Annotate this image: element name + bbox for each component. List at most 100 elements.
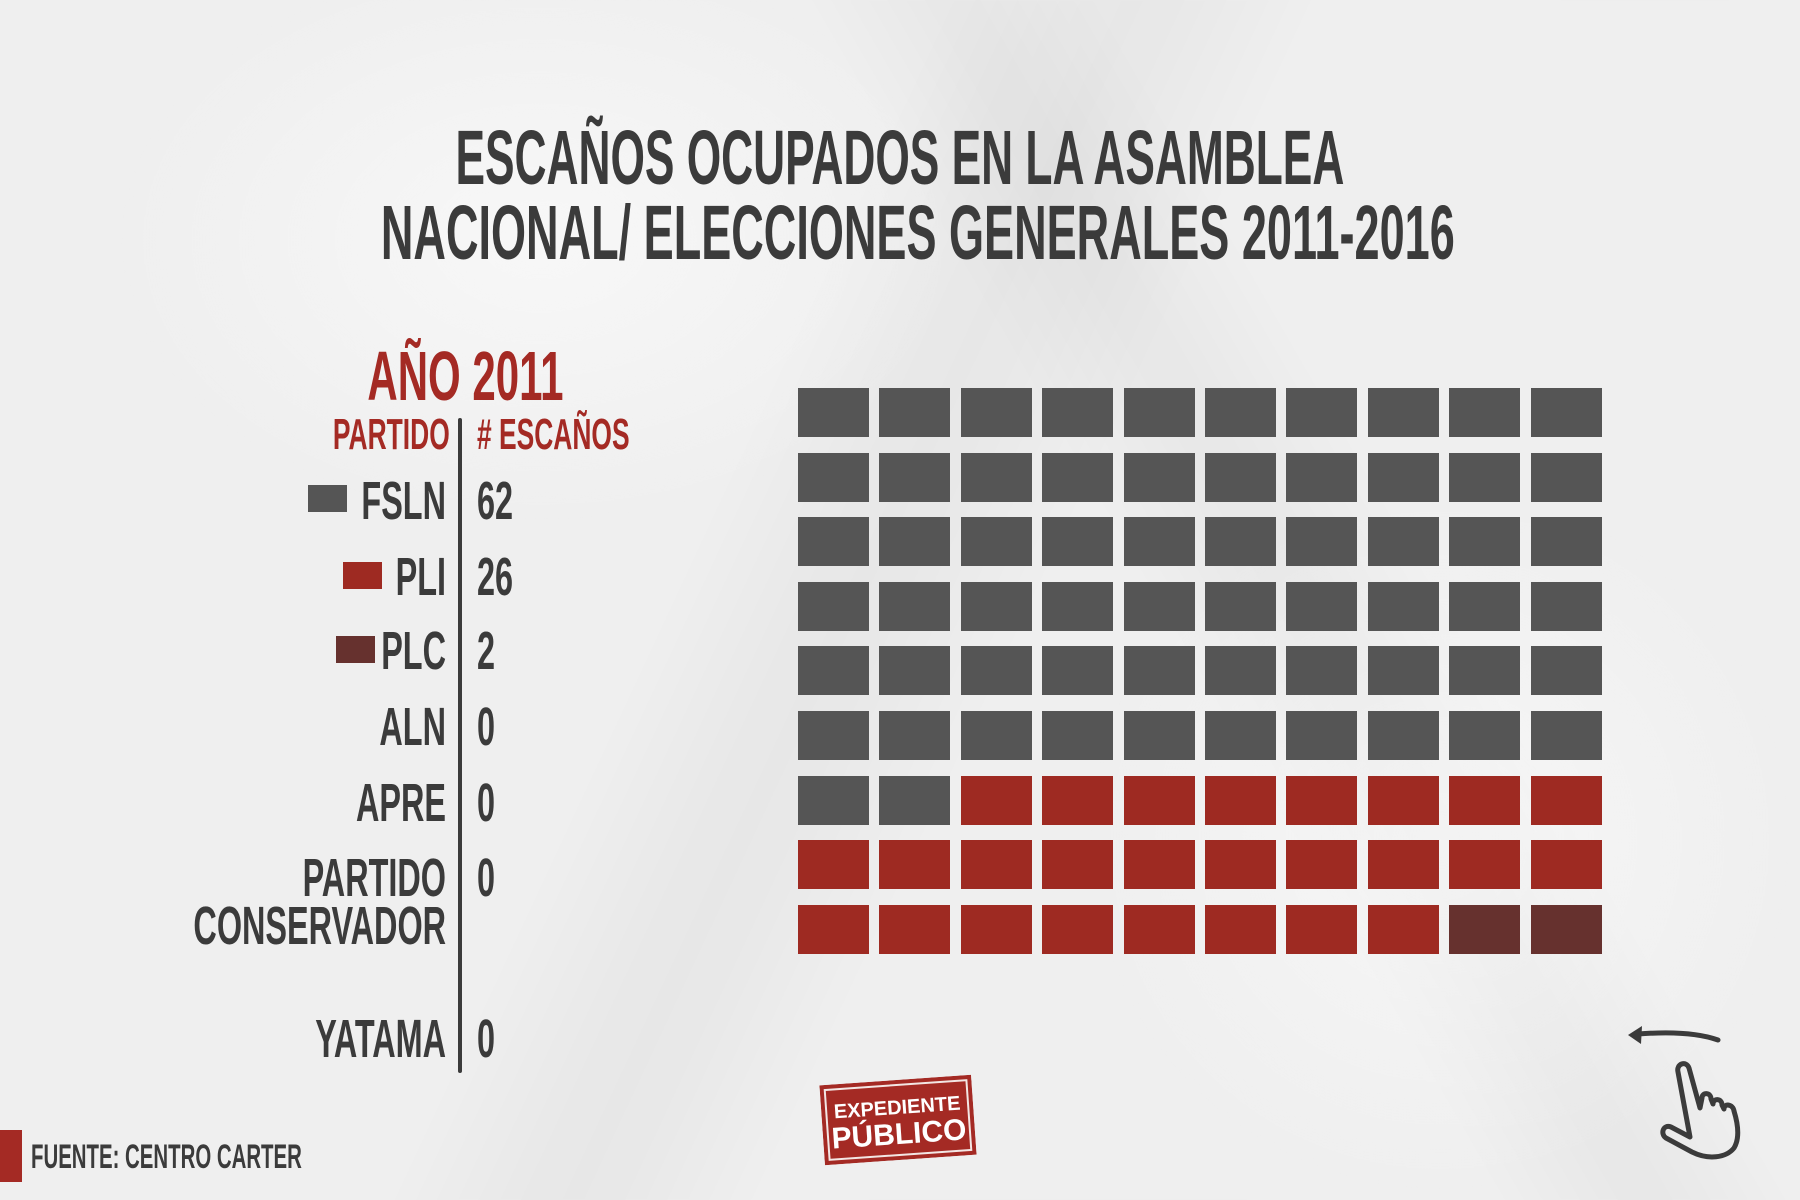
seat-cell-pli	[1042, 905, 1113, 954]
seat-cell-fsln	[1124, 453, 1195, 502]
seat-cell-pli	[1042, 776, 1113, 825]
seat-cell-pli	[798, 905, 869, 954]
seat-cell-fsln	[1531, 517, 1602, 566]
seat-cell-pli	[1124, 776, 1195, 825]
seat-cell-fsln	[1449, 388, 1520, 437]
seat-cell-fsln	[879, 711, 950, 760]
seat-cell-pli	[961, 776, 1032, 825]
title-text-1: ESCAÑOS OCUPADOS EN LA ASAMBLEA	[455, 115, 1345, 201]
legend-value: 62	[477, 474, 537, 528]
source-note: FUENTE: CENTRO CARTER	[31, 1140, 482, 1174]
seat-cell-fsln	[961, 646, 1032, 695]
seat-cell-fsln	[798, 711, 869, 760]
seat-cell-fsln	[879, 453, 950, 502]
legend-swatch-fsln	[308, 485, 347, 512]
seat-cell-fsln	[1449, 453, 1520, 502]
seat-cell-fsln	[798, 517, 869, 566]
legend-label: FSLN	[305, 474, 446, 528]
seat-cell-fsln	[1286, 582, 1357, 631]
legend-value: 0	[477, 700, 507, 754]
seat-cell-fsln	[1205, 582, 1276, 631]
seat-cell-pli	[1531, 840, 1602, 889]
seat-cell-fsln	[879, 388, 950, 437]
legend-swatch-pli	[343, 562, 382, 589]
header-seats: # ESCAÑOS	[477, 413, 731, 457]
seat-cell-pli	[1124, 905, 1195, 954]
seat-cell-fsln	[798, 776, 869, 825]
chart-title-line-2: NACIONAL/ ELECCIONES GENERALES 2011-2016	[0, 195, 1800, 272]
seat-cell-fsln	[1368, 453, 1439, 502]
seat-cell-fsln	[1368, 582, 1439, 631]
year-text: AÑO 2011	[366, 337, 564, 415]
seat-cell-pli	[1449, 840, 1520, 889]
seat-cell-pli	[1042, 840, 1113, 889]
year-label: AÑO 2011	[300, 341, 630, 411]
seat-cell-fsln	[798, 582, 869, 631]
seat-cell-fsln	[1531, 388, 1602, 437]
seat-cell-fsln	[1205, 453, 1276, 502]
seat-cell-fsln	[879, 776, 950, 825]
party-name: FSLN	[361, 471, 446, 531]
seat-cell-fsln	[1286, 388, 1357, 437]
party-name: APRE	[355, 773, 446, 833]
seat-cell-fsln	[1124, 517, 1195, 566]
seat-cell-fsln	[1205, 646, 1276, 695]
seat-count: 0	[477, 697, 496, 757]
seat-cell-pli	[1449, 776, 1520, 825]
seat-cell-fsln	[1042, 453, 1113, 502]
party-name: ALN	[379, 697, 446, 757]
seat-cell-pli	[1286, 776, 1357, 825]
seat-cell-fsln	[961, 711, 1032, 760]
seat-count: 26	[477, 547, 514, 607]
seat-cell-fsln	[1042, 582, 1113, 631]
header-party-text: PARTIDO	[333, 410, 450, 459]
seat-cell-fsln	[1042, 711, 1113, 760]
seat-cell-fsln	[1368, 388, 1439, 437]
legend-value: 0	[477, 1012, 507, 1066]
seat-cell-fsln	[798, 646, 869, 695]
seat-cell-fsln	[1124, 582, 1195, 631]
seat-cell-fsln	[1368, 646, 1439, 695]
title-text-2: NACIONAL/ ELECCIONES GENERALES 2011-2016	[380, 190, 1455, 276]
source-accent-bar	[0, 1130, 22, 1182]
seat-cell-pli	[1368, 840, 1439, 889]
seat-cell-fsln	[879, 582, 950, 631]
seat-cell-fsln	[1286, 646, 1357, 695]
seat-cell-pli	[1205, 840, 1276, 889]
header-party: PARTIDO	[255, 413, 450, 457]
seat-cell-plc	[1531, 905, 1602, 954]
legend-label: PLI	[362, 550, 446, 604]
seat-cell-fsln	[798, 388, 869, 437]
seat-cell-fsln	[1124, 388, 1195, 437]
seat-count: 0	[477, 773, 496, 833]
seat-cell-fsln	[961, 453, 1032, 502]
party-name: PARTIDO	[302, 848, 446, 908]
seat-cell-fsln	[1286, 453, 1357, 502]
legend-label: APRE	[296, 776, 446, 830]
seat-cell-pli	[879, 905, 950, 954]
seat-cell-plc	[1449, 905, 1520, 954]
party-name: PLI	[395, 547, 446, 607]
header-seats-text: # ESCAÑOS	[477, 410, 630, 459]
seat-cell-fsln	[1368, 517, 1439, 566]
legend-label: PLC	[338, 624, 446, 678]
legend-swatch-plc	[336, 636, 375, 663]
legend-label-line-1: PARTIDO	[207, 851, 446, 905]
seat-cell-fsln	[1531, 453, 1602, 502]
seat-cell-fsln	[961, 582, 1032, 631]
legend-value: 26	[477, 550, 537, 604]
party-name: CONSERVADOR	[193, 896, 446, 956]
seat-cell-fsln	[1368, 711, 1439, 760]
legend-value: 2	[477, 624, 507, 678]
expediente-publico-logo: EXPEDIENTE PÚBLICO	[819, 1074, 977, 1166]
seat-cell-fsln	[1124, 646, 1195, 695]
table-divider	[458, 418, 462, 1073]
seat-cell-pli	[1368, 905, 1439, 954]
seat-cell-fsln	[1205, 388, 1276, 437]
seat-cell-fsln	[1042, 517, 1113, 566]
seat-cell-fsln	[798, 453, 869, 502]
legend-label: ALN	[335, 700, 446, 754]
seat-cell-fsln	[1449, 711, 1520, 760]
seat-cell-fsln	[961, 388, 1032, 437]
seat-cell-pli	[798, 840, 869, 889]
